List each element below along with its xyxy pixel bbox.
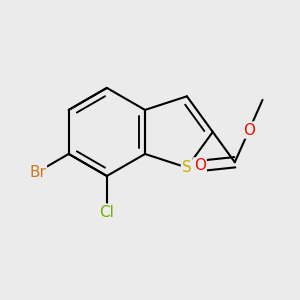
Text: O: O <box>243 122 255 137</box>
Text: Br: Br <box>29 164 46 179</box>
Text: O: O <box>194 158 206 173</box>
Text: Cl: Cl <box>99 205 114 220</box>
Text: S: S <box>182 160 192 175</box>
